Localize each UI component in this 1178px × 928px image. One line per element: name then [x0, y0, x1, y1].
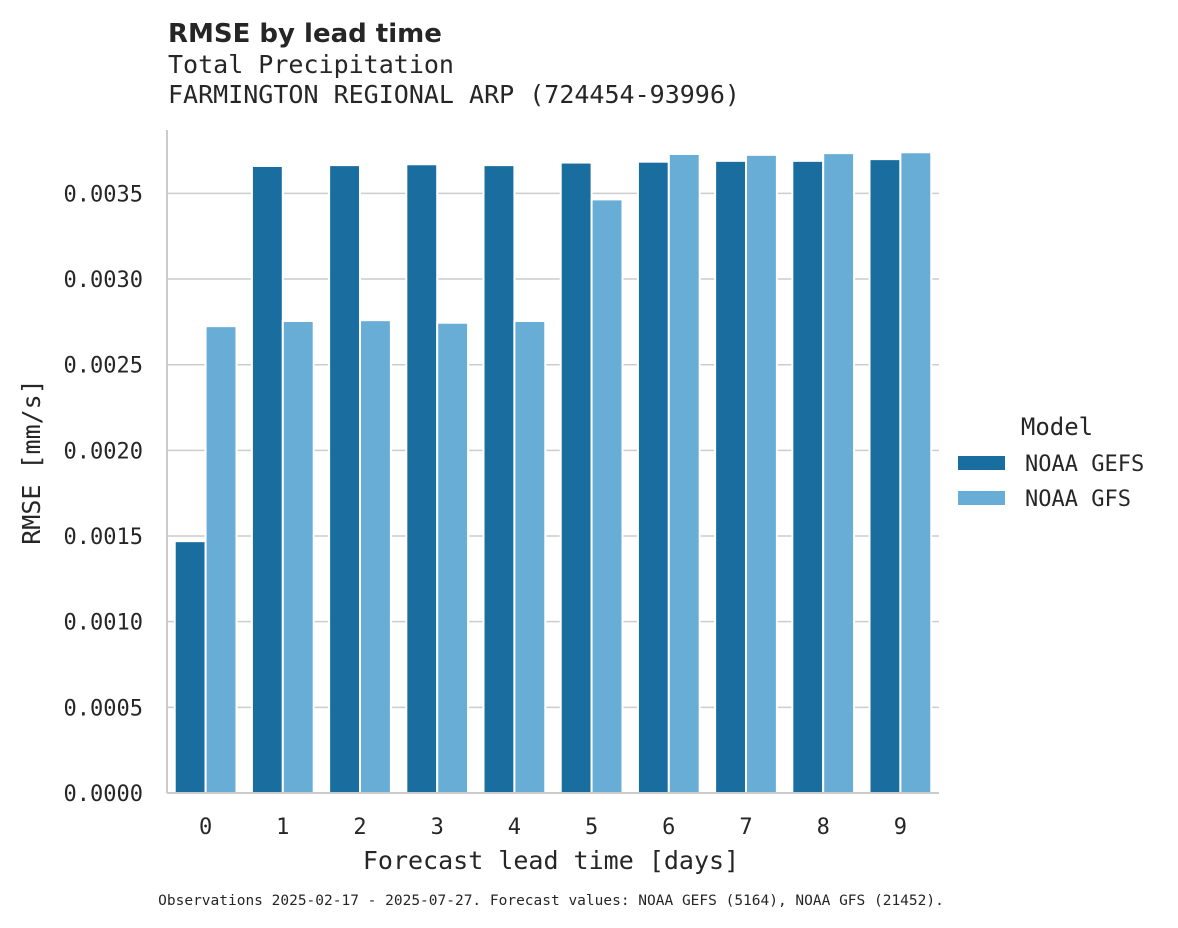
bar-noaa-gfs-day-1 [281, 320, 315, 794]
bar-noaa-gefs-day-4 [482, 164, 516, 794]
bar-noaa-gefs-day-3 [405, 163, 439, 795]
bar-noaa-gfs-day-0 [204, 325, 238, 794]
x-axis-label: Forecast lead time [days] [363, 846, 739, 875]
x-tick-label: 2 [353, 815, 366, 840]
chart-footnote: Observations 2025-02-17 - 2025-07-27. Fo… [158, 893, 944, 909]
bars [173, 151, 933, 795]
x-tick-label: 0 [199, 815, 212, 840]
bar-noaa-gfs-day-6 [667, 152, 701, 794]
legend: Model NOAA GEFS NOAA GFS [958, 413, 1144, 512]
x-tick-label: 9 [894, 815, 907, 840]
bar-noaa-gfs-day-2 [359, 319, 392, 794]
y-tick-labels: 0.0000 0.0005 0.0010 0.0015 0.0020 0.0025 0.00… [64, 182, 143, 807]
bar-noaa-gfs-day-9 [899, 151, 933, 795]
chart-subtitle-station: FARMINGTON REGIONAL ARP (724454-93996) [168, 80, 740, 109]
bar-noaa-gfs-day-7 [745, 153, 778, 795]
y-tick-label: 0.0015 [64, 525, 143, 550]
x-tick-label: 3 [431, 815, 444, 840]
bar-noaa-gefs-day-0 [173, 540, 207, 794]
x-tick-label: 7 [739, 815, 752, 840]
chart-title: RMSE by lead time [168, 19, 442, 49]
bar-noaa-gfs-day-4 [513, 320, 547, 794]
bar-noaa-gfs-day-5 [590, 198, 624, 794]
bar-noaa-gfs-day-8 [822, 152, 856, 794]
bar-noaa-gefs-day-8 [791, 159, 825, 794]
y-tick-label: 0.0000 [64, 782, 143, 807]
x-tick-label: 1 [276, 815, 289, 840]
y-tick-label: 0.0005 [64, 696, 143, 721]
x-tick-label: 6 [662, 815, 675, 840]
legend-swatch-noaa-gefs [958, 456, 1005, 470]
bar-noaa-gefs-day-5 [559, 161, 593, 794]
bar-noaa-gefs-day-6 [636, 160, 670, 795]
x-tick-label: 8 [817, 815, 830, 840]
chart-subtitle-variable: Total Precipitation [168, 50, 454, 79]
y-tick-label: 0.0010 [64, 611, 143, 636]
legend-label-noaa-gfs: NOAA GFS [1025, 487, 1131, 512]
x-tick-label: 4 [508, 815, 521, 840]
bar-noaa-gefs-day-1 [250, 164, 284, 794]
y-tick-label: 0.0030 [64, 268, 143, 293]
legend-title: Model [1021, 413, 1093, 441]
y-tick-label: 0.0025 [64, 354, 143, 379]
bar-noaa-gfs-day-3 [436, 321, 470, 794]
legend-swatch-noaa-gfs [958, 491, 1005, 505]
bar-noaa-gefs-day-7 [714, 159, 747, 794]
bar-noaa-gefs-day-9 [868, 158, 902, 794]
x-tick-labels: 0 1 2 3 4 5 6 7 8 9 [199, 815, 907, 840]
legend-label-noaa-gefs: NOAA GEFS [1025, 452, 1144, 477]
bar-noaa-gefs-day-2 [328, 164, 361, 794]
x-tick-label: 5 [585, 815, 598, 840]
y-axis-label: RMSE [mm/s] [17, 379, 46, 545]
y-tick-label: 0.0020 [64, 439, 143, 464]
y-tick-label: 0.0035 [64, 182, 143, 207]
